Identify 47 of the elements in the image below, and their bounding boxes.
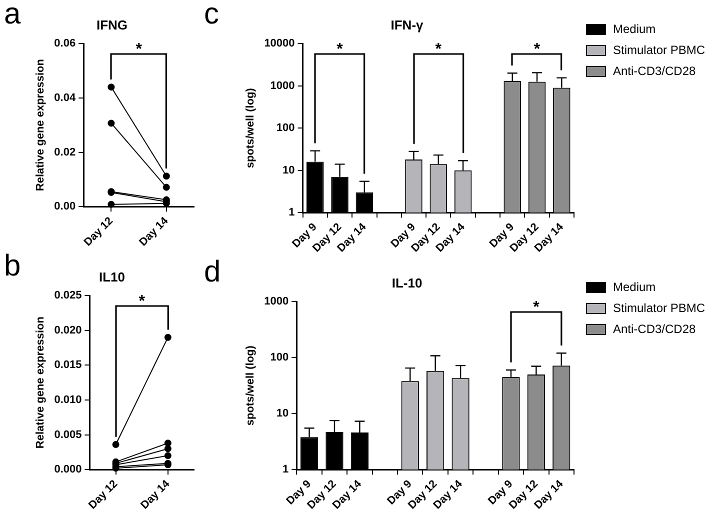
text: a [4, 0, 21, 30]
y-axis-title: spots/well (log) [244, 345, 257, 426]
y-tick-label: 0.06 [54, 38, 76, 50]
y-axis-title: spots/well (log) [244, 88, 257, 168]
x-tick-label: Day 12 [82, 215, 116, 249]
y-axis-title: Relative gene expression [34, 58, 47, 192]
text: b [4, 249, 21, 282]
chart-title: IFN-γ [390, 17, 424, 32]
y-tick-label: 0.010 [54, 394, 82, 406]
y-tick-label: 100 [270, 352, 289, 364]
legend-label: Medium [613, 280, 656, 294]
y-tick-label: 0.015 [54, 359, 82, 372]
annotation: * [435, 41, 442, 58]
chart-title: IL-10 [392, 275, 422, 290]
y-tick-label: 0.025 [54, 290, 82, 302]
x-tick-label: Day 14 [138, 477, 173, 512]
chart-title: IL10 [98, 269, 126, 284]
y-axis-title: Relative gene expression [34, 316, 47, 449]
y-tick-label: 1000 [270, 80, 295, 92]
annotation: * [136, 41, 143, 58]
y-tick-label: 10 [276, 408, 289, 420]
y-tick-label: 0.005 [54, 428, 82, 441]
annotation: * [534, 41, 541, 58]
legend-label: Stimulator PBMC [613, 301, 706, 315]
y-tick-label: 10000 [264, 38, 295, 50]
annotation: * [138, 293, 146, 310]
legend-label: Stimulator PBMC [613, 43, 706, 57]
x-tick-label: Day 12 [86, 478, 120, 512]
y-tick-label: 0.00 [54, 200, 76, 213]
legend-label: Anti-CD3/CD28 [613, 322, 696, 336]
y-tick-label: 0.02 [54, 146, 76, 158]
annotation: * [533, 299, 540, 316]
chart-title: IFNG [96, 17, 128, 32]
y-tick-label: 10 [282, 164, 295, 176]
annotation: * [336, 41, 344, 58]
text: d [204, 255, 221, 288]
y-tick-label: 1 [282, 464, 289, 476]
y-tick-label: 0.020 [54, 324, 82, 336]
text: c [204, 0, 219, 30]
y-tick-label: 0.04 [54, 92, 76, 104]
y-tick-label: 0.000 [54, 464, 82, 476]
x-tick-label: Day 14 [137, 214, 172, 249]
y-tick-label: 1 [288, 206, 295, 219]
legend-label: Medium [613, 22, 656, 36]
legend-label: Anti-CD3/CD28 [613, 64, 696, 78]
y-tick-label: 1000 [264, 296, 289, 308]
y-tick-label: 100 [276, 122, 295, 134]
